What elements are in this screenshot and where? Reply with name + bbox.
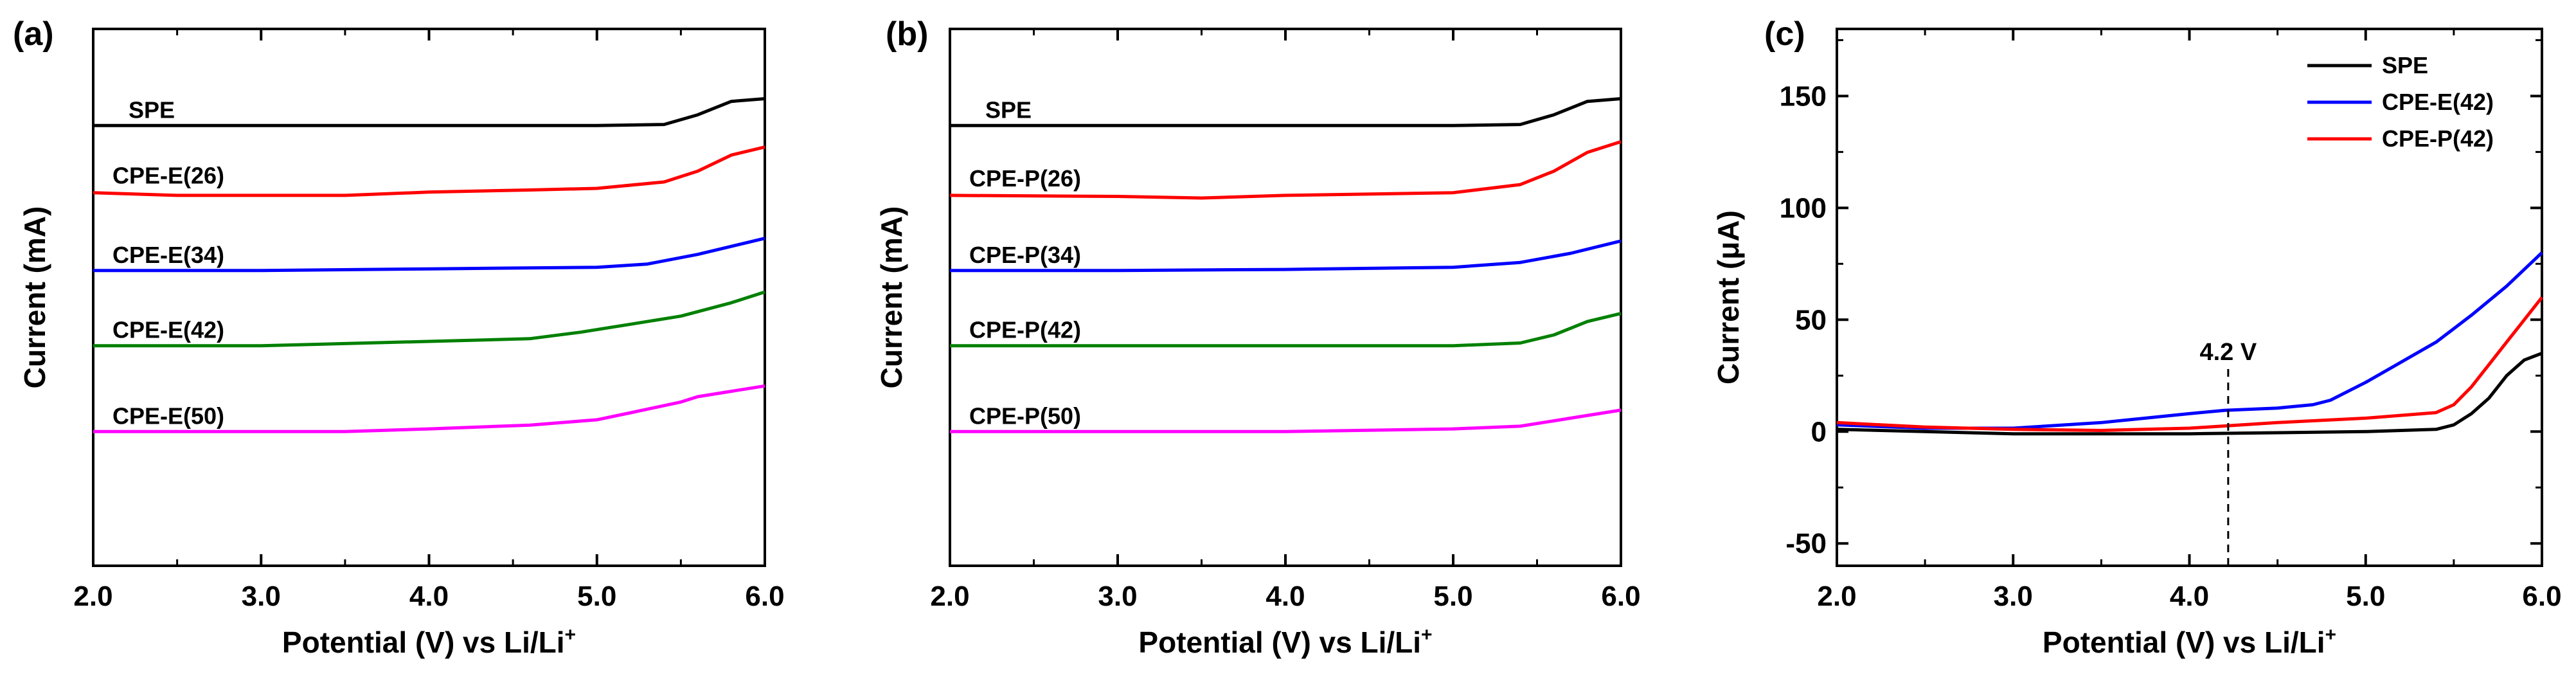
y-tick-label: 0	[1811, 416, 1827, 447]
series-label: CPE-P(50)	[969, 402, 1081, 429]
series-line-spe	[93, 97, 765, 127]
series-label: CPE-P(34)	[969, 242, 1081, 268]
y-tick-label: 50	[1795, 304, 1827, 336]
x-axis-label-text: Potential (V) vs Li/Li	[1138, 626, 1421, 659]
x-tick-label: 5.0	[2346, 581, 2385, 612]
x-tick-label: 5.0	[577, 581, 616, 612]
annotation-label: 4.2 V	[2199, 339, 2257, 366]
legend-label: SPE	[2382, 52, 2428, 78]
x-tick-label: 5.0	[1433, 581, 1472, 612]
chart-panel-1: (a) 2.0 3.0 4.0 5.0 6.0 Potential (V) vs Li/Li…	[13, 15, 785, 659]
panel-label: (b)	[886, 15, 928, 53]
x-tick-label: 3.0	[242, 581, 281, 612]
x-tick-label: 6.0	[1601, 581, 1640, 612]
series-label: CPE-E(26)	[112, 163, 224, 189]
y-axis-label: Current (mA)	[875, 206, 908, 389]
x-axis-label-superscript: +	[2325, 624, 2337, 645]
series-label: CPE-E(34)	[112, 242, 224, 268]
y-tick-label: 150	[1780, 80, 1827, 112]
x-tick-label: 6.0	[745, 581, 784, 612]
chart-panel-2: (b) 2.0 3.0 4.0 5.0 6.0 Potential (V) vs Li/Li…	[875, 15, 1641, 659]
series-line-cpe-p-42	[950, 312, 1622, 348]
series-line-cpe-e-26	[93, 145, 765, 197]
series-label: CPE-P(42)	[969, 317, 1081, 343]
x-tick-label: 4.0	[409, 581, 449, 612]
chart-panel-3: (c) 2.0 3.0 4.0 5.0 6.0 -50 0 50 100 150 Potential …	[1712, 15, 2562, 659]
x-axis-label-superscript: +	[565, 624, 577, 645]
y-tick-label: -50	[1785, 528, 1827, 559]
x-axis-label: Potential (V) vs Li/Li+	[2043, 624, 2336, 659]
plot-frame	[949, 28, 1622, 567]
legend-label: CPE-E(42)	[2382, 89, 2494, 115]
series-line-cpe-e-42	[93, 290, 765, 348]
series-line-spe	[950, 97, 1622, 127]
x-tick-label: 2.0	[1817, 581, 1856, 612]
x-tick-label: 2.0	[73, 581, 112, 612]
y-axis-label: Current (mA)	[18, 206, 51, 389]
x-axis-label-superscript: +	[1421, 624, 1433, 645]
series-line-cpe-e-34	[93, 237, 765, 273]
x-axis-label-text: Potential (V) vs Li/Li	[2043, 626, 2325, 659]
series-label: CPE-P(26)	[969, 165, 1081, 192]
series-line-cpe-e-42	[1836, 251, 2543, 430]
series-line-cpe-p-34	[950, 239, 1622, 273]
x-tick-label: 4.0	[2170, 581, 2209, 612]
panel-label: (c)	[1764, 15, 1805, 53]
panel-label: (a)	[13, 15, 54, 53]
series-line-cpe-p-42	[1836, 296, 2543, 432]
plot-frame	[92, 28, 766, 567]
x-axis-label: Potential (V) vs Li/Li+	[1138, 624, 1432, 659]
x-tick-label: 4.0	[1266, 581, 1305, 612]
series-line-spe	[1836, 352, 2543, 436]
series-line-cpe-p-50	[950, 408, 1622, 433]
series-label: CPE-E(50)	[112, 402, 224, 429]
y-axis-label: Current (μA)	[1712, 210, 1745, 384]
x-axis-label: Potential (V) vs Li/Li+	[282, 624, 576, 659]
series-label: SPE	[985, 96, 1032, 123]
series-label: SPE	[129, 96, 175, 123]
x-axis-label-text: Potential (V) vs Li/Li	[282, 626, 565, 659]
x-tick-label: 6.0	[2522, 581, 2561, 612]
series-line-cpe-p-26	[949, 140, 1622, 200]
y-tick-label: 100	[1780, 192, 1827, 224]
series-label: CPE-E(42)	[112, 317, 224, 343]
legend-label: CPE-P(42)	[2382, 125, 2494, 152]
series-line-cpe-e-50	[93, 384, 765, 433]
x-tick-label: 3.0	[1994, 581, 2033, 612]
x-tick-label: 2.0	[930, 581, 969, 612]
x-tick-label: 3.0	[1098, 581, 1137, 612]
